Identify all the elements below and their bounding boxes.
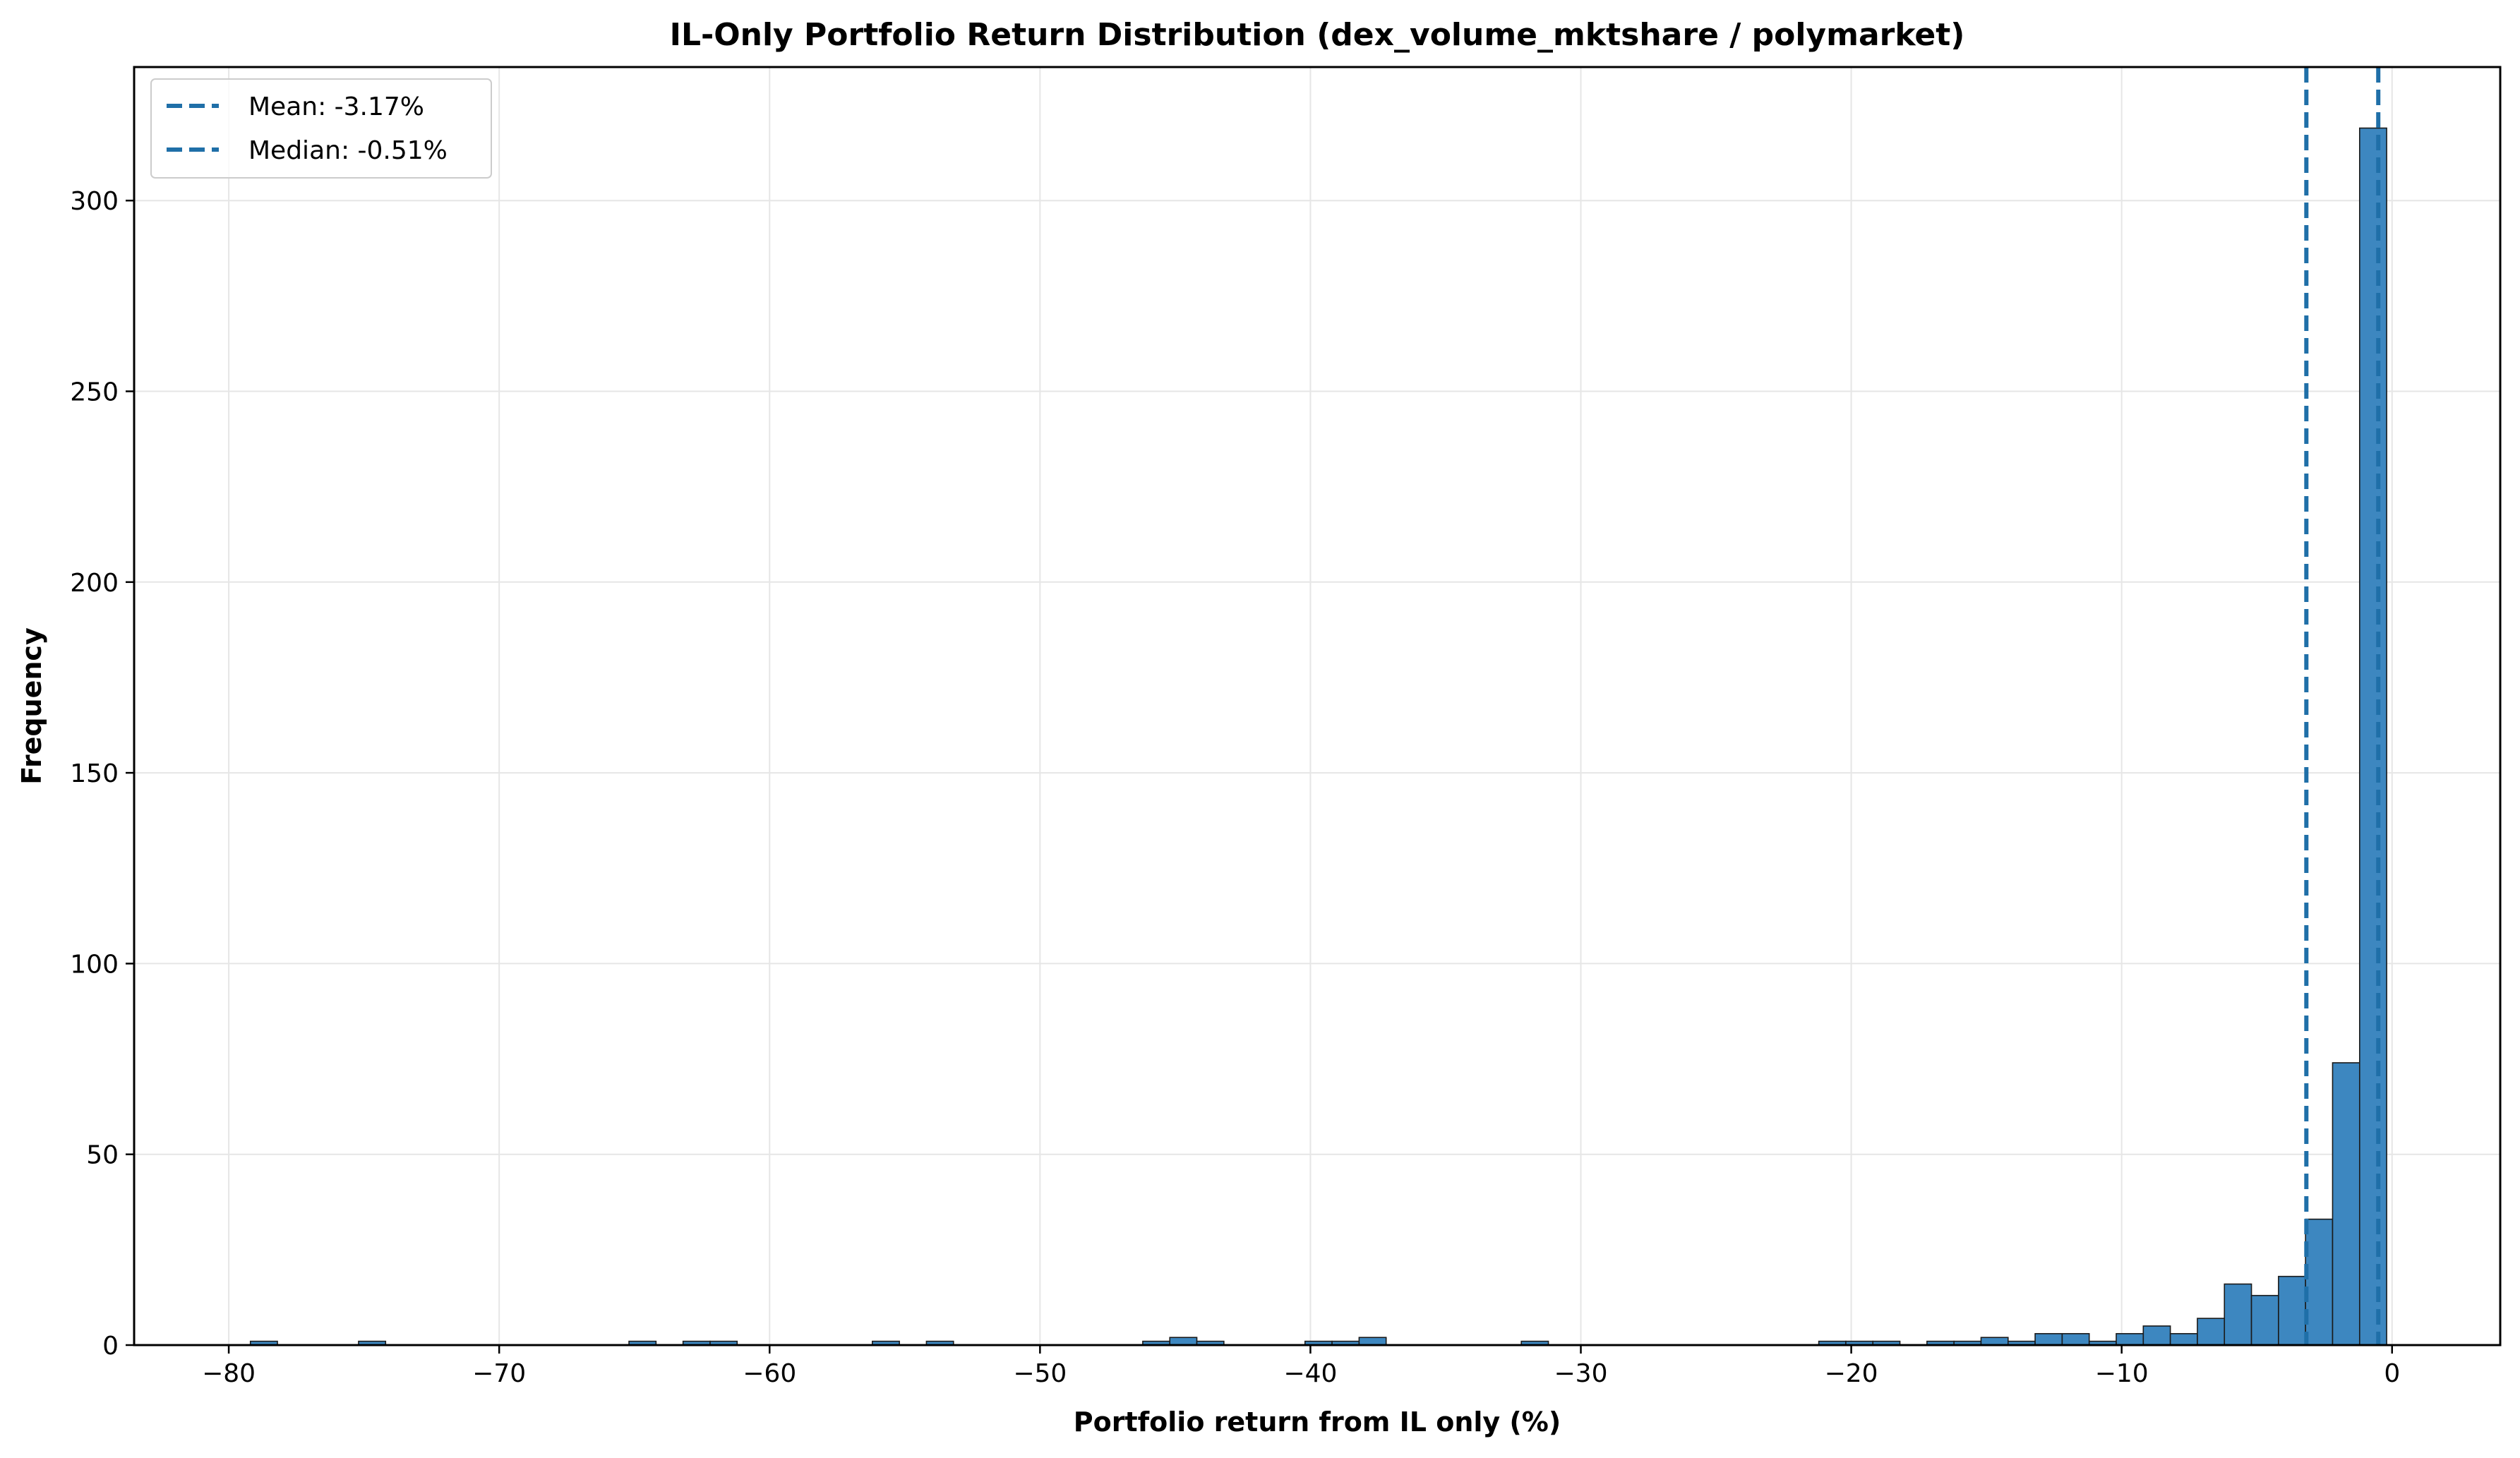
x-tick-label: −20 [1825,1359,1878,1388]
plot-frame [133,66,2502,1346]
y-tick-label: 150 [70,759,119,788]
x-tick-label: −10 [2095,1359,2149,1388]
histogram-bar [2116,1332,2144,1346]
histogram-bar [2061,1332,2090,1346]
y-axis-label: Frequency [16,627,47,785]
x-tick-label: −40 [1283,1359,1337,1388]
histogram-bar [2358,127,2387,1346]
y-tick-label: 250 [70,378,119,407]
x-tick-label: −80 [202,1359,256,1388]
histogram-bar [2250,1294,2279,1346]
histogram-bar [2224,1283,2252,1346]
histogram-bar [2305,1218,2334,1346]
x-tick-label: −50 [1013,1359,1067,1388]
histogram-bar [1169,1337,1198,1346]
histogram-bar [2142,1325,2171,1346]
y-tick-label: 100 [70,950,119,979]
histogram-bar [1358,1337,1387,1346]
x-tick-label: −60 [743,1359,796,1388]
histogram-bar [2034,1332,2063,1346]
y-tick-label: 300 [70,187,119,216]
legend: Mean: -3.17% Median: -0.51% [150,78,492,179]
legend-label-median: Median: -0.51% [248,136,448,165]
histogram-bar [2197,1318,2226,1346]
x-tick-label: 0 [2384,1359,2400,1388]
reference-lines-layer [2304,67,2381,1345]
legend-box [150,78,492,179]
y-tick-label: 0 [102,1332,119,1361]
legend-label-mean: Mean: -3.17% [248,92,424,121]
histogram-bar [1980,1337,2009,1346]
chart-title: IL-Only Portfolio Return Distribution (d… [670,17,1965,53]
x-tick-label: −70 [472,1359,526,1388]
x-tick-label: −30 [1554,1359,1608,1388]
histogram-bar [2278,1275,2306,1346]
bars-layer [249,127,2387,1346]
ticks-layer: −80 −70 −60 −50 −40 −30 −20 −10 0 0 50 100 150 200 250… [70,187,2400,1388]
y-tick-label: 50 [86,1141,119,1170]
histogram-bar [2169,1332,2198,1346]
x-axis-label: Portfolio return from IL only (%) [1074,1406,1561,1438]
histogram-bar [2332,1062,2360,1346]
y-tick-label: 200 [70,569,119,598]
